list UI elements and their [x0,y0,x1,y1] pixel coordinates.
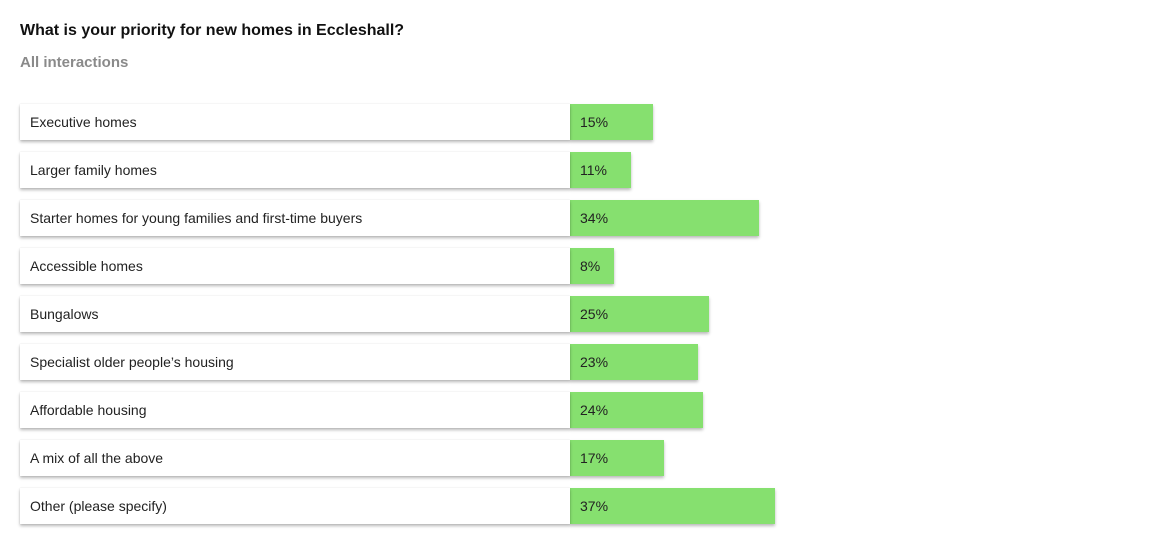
bar-row: Executive homes 15% [20,104,1140,140]
category-label: Larger family homes [20,152,570,188]
bar: 24% [570,392,703,428]
category-label: Executive homes [20,104,570,140]
bar-row: Other (please specify) 37% [20,488,1140,524]
bar: 23% [570,344,698,380]
bar-value-label: 23% [580,354,609,370]
chart-subtitle: All interactions [20,54,129,71]
category-label: Specialist older people’s housing [20,344,570,380]
bar-value-label: 15% [580,114,609,130]
bar-row: Larger family homes 11% [20,152,1140,188]
bar-value-label: 37% [580,498,609,514]
bar: 25% [570,296,709,332]
bar-value-label: 8% [580,258,601,274]
category-label: Affordable housing [20,392,570,428]
bar: 15% [570,104,653,140]
chart-title: What is your priority for new homes in E… [20,22,405,39]
bar-value-label: 17% [580,450,609,466]
bar-value-label: 11% [580,162,607,178]
bar: 37% [570,488,775,524]
bar-row: Starter homes for young families and fir… [20,200,1140,236]
bar: 34% [570,200,759,236]
bar-chart: Executive homes 15% Larger family homes 11%… [20,104,1140,536]
bar: 17% [570,440,664,476]
bar-row: Accessible homes 8% [20,248,1140,284]
bar-value-label: 34% [580,210,609,226]
bar-row: Specialist older people’s housing 23% [20,344,1140,380]
category-label: Bungalows [20,296,570,332]
category-label: Starter homes for young families and fir… [20,200,570,236]
bar: 8% [570,248,614,284]
bar-row: Bungalows 25% [20,296,1140,332]
bar-row: Affordable housing 24% [20,392,1140,428]
bar-value-label: 25% [580,306,609,322]
category-label: Accessible homes [20,248,570,284]
category-label: A mix of all the above [20,440,570,476]
bar-row: A mix of all the above 17% [20,440,1140,476]
category-label: Other (please specify) [20,488,570,524]
bar-value-label: 24% [580,402,609,418]
bar: 11% [570,152,631,188]
